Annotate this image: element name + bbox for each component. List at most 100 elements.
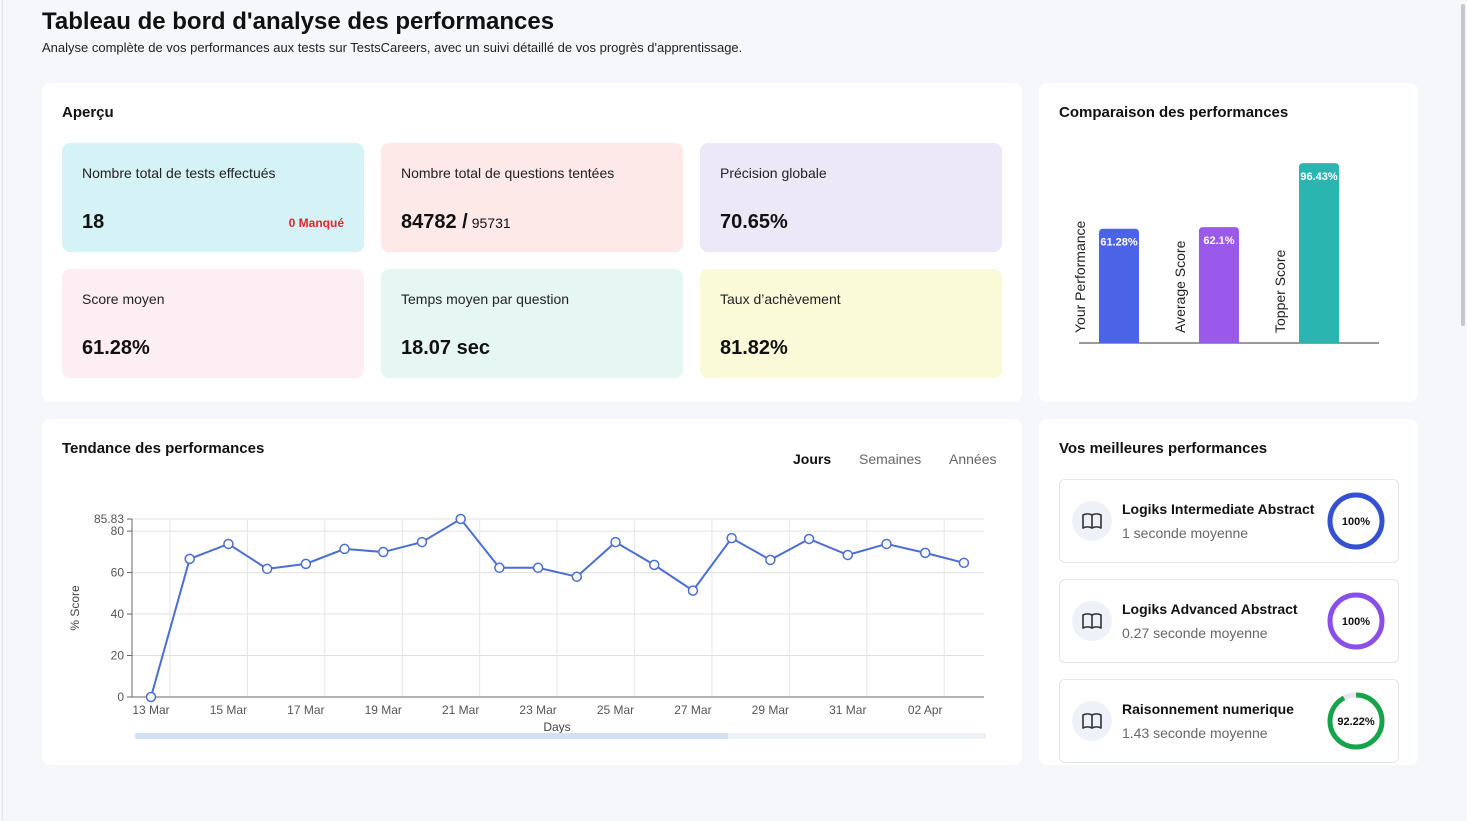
best-name: Logiks Intermediate Abstract xyxy=(1122,501,1315,517)
x-tick-label: 13 Mar xyxy=(132,703,169,717)
tab[interactable]: Années xyxy=(949,451,997,467)
line-point xyxy=(803,533,815,545)
icon xyxy=(1082,613,1102,629)
x-tick-label: 29 Mar xyxy=(752,703,789,717)
stat-note: 95731 xyxy=(471,215,511,231)
y-tick-label: 60 xyxy=(111,566,125,580)
line-point xyxy=(881,538,892,550)
line-point xyxy=(726,532,737,544)
line-series xyxy=(150,517,965,698)
line-point xyxy=(958,557,970,569)
x-tick-label: 27 Mar xyxy=(674,703,711,717)
stat-label: Nombre total de tests effectués xyxy=(82,165,276,181)
best-detail: 1.43 seconde moyenne xyxy=(1122,725,1268,741)
comparison-panel: Comparaison des performances 61.28% Your … xyxy=(1039,83,1418,402)
bar-category-label: Average Score xyxy=(1172,240,1188,333)
ring-arc xyxy=(1327,592,1385,650)
line-point xyxy=(648,559,660,571)
stat-card: Score moyen 61.28% xyxy=(62,269,364,378)
stat-value: 18.07 sec xyxy=(401,337,490,359)
bar-category-label: Topper Score xyxy=(1272,250,1288,333)
stat-note: 0 Manqué xyxy=(288,216,344,230)
x-tick-label: 19 Mar xyxy=(365,703,402,717)
score-ring: 92.22% xyxy=(1327,692,1385,750)
y-tick-label: 20 xyxy=(111,649,125,663)
line-point xyxy=(455,513,466,525)
y-axis-label: % Score xyxy=(68,585,82,631)
line-point xyxy=(532,562,544,574)
ring-label: 92.22% xyxy=(1337,716,1375,728)
stat-label: Précision globale xyxy=(720,165,827,181)
stat-label: Score moyen xyxy=(82,291,165,307)
icon xyxy=(1082,713,1102,729)
x-tick-label: 21 Mar xyxy=(442,703,479,717)
line-point xyxy=(300,558,312,570)
line-point xyxy=(765,554,776,566)
panel-title: Vos meilleures performances xyxy=(1059,440,1268,457)
stat-card: Nombre total de questions tentées 84782 /… xyxy=(381,143,683,252)
x-tick-label: 17 Mar xyxy=(287,703,324,717)
edge xyxy=(2,0,3,821)
line-point xyxy=(687,585,699,596)
stat-label: Temps moyen par question xyxy=(401,291,570,307)
best-item: Logiks Intermediate Abstract 1 seconde mo… xyxy=(1059,479,1399,563)
ring-label: 100% xyxy=(1342,516,1370,528)
score-ring: 100% xyxy=(1327,592,1385,650)
bar xyxy=(1099,228,1139,343)
x-axis-label: Days xyxy=(543,720,570,734)
line-point xyxy=(223,538,234,550)
bar xyxy=(1299,163,1339,343)
line-point xyxy=(378,546,389,558)
stat-label: Nombre total de questions tentées xyxy=(401,165,615,181)
line-point xyxy=(842,549,854,561)
stat-value: 18 xyxy=(82,211,105,233)
line-point xyxy=(571,571,583,582)
line-point xyxy=(494,562,505,574)
panel-title: Comparaison des performances xyxy=(1059,104,1289,121)
tab[interactable]: Semaines xyxy=(859,451,922,467)
page-title: Tableau de bord d'analyse des performanc… xyxy=(42,8,555,35)
bar-value-label: 61.28% xyxy=(1100,237,1138,249)
scrollbar[interactable] xyxy=(1461,4,1465,326)
ring-arc xyxy=(1327,492,1385,550)
bar-value-label: 62.1% xyxy=(1203,235,1234,247)
bar-value-label: 96.43% xyxy=(1300,171,1338,183)
best-item: Raisonnement numerique 1.43 seconde moyen… xyxy=(1059,679,1399,763)
trend-panel: Tendance des performances Jours Semaines… xyxy=(42,419,1022,765)
stat-label: Taux d’achèvement xyxy=(720,291,841,307)
ring-label: 100% xyxy=(1342,616,1370,628)
stat-card: Précision globale 70.65% xyxy=(700,143,1002,252)
x-tick-label: 31 Mar xyxy=(829,703,866,717)
x-tick-label: 02 Apr xyxy=(908,703,943,717)
zoom-handle xyxy=(136,733,728,739)
best-item: Logiks Advanced Abstract 0.27 seconde moy… xyxy=(1059,579,1399,663)
panel-title: Tendance des performances xyxy=(62,440,265,457)
best-detail: 1 seconde moyenne xyxy=(1122,525,1249,541)
tab[interactable]: Jours xyxy=(793,451,832,467)
best-detail: 0.27 seconde moyenne xyxy=(1122,625,1268,641)
line-point xyxy=(610,536,621,548)
ring-arc xyxy=(1327,692,1385,750)
book-icon xyxy=(1072,501,1112,541)
stat-value: 84782 /95731 xyxy=(401,211,511,233)
y-tick-label: 0 xyxy=(117,690,124,704)
panel-title: Aperçu xyxy=(62,104,114,121)
line-point xyxy=(145,691,157,703)
y-tick-label: 80 xyxy=(111,524,125,538)
best-name: Raisonnement numerique xyxy=(1122,701,1294,717)
stat-value: 70.65% xyxy=(720,211,788,233)
overview-panel: Aperçu Nombre total de tests effectués 18… xyxy=(42,83,1022,402)
bar-chart: 61.28% Your Performance 62.1% Average Score… xyxy=(1072,163,1379,344)
bar xyxy=(1199,227,1239,343)
line-point xyxy=(919,547,931,559)
bar-category-label: Your Performance xyxy=(1072,220,1088,333)
stat-card: Nombre total de tests effectués 18 0 Manqu… xyxy=(62,143,364,252)
x-tick-label: 25 Mar xyxy=(597,703,634,717)
stat-card: Taux d’achèvement 81.82% xyxy=(700,269,1002,378)
stat-value: 81.82% xyxy=(720,337,788,359)
best-name: Logiks Advanced Abstract xyxy=(1122,601,1298,617)
score-ring: 100% xyxy=(1327,492,1385,550)
y-tick-label: 85.83 xyxy=(94,512,124,526)
book-icon xyxy=(1072,701,1112,741)
